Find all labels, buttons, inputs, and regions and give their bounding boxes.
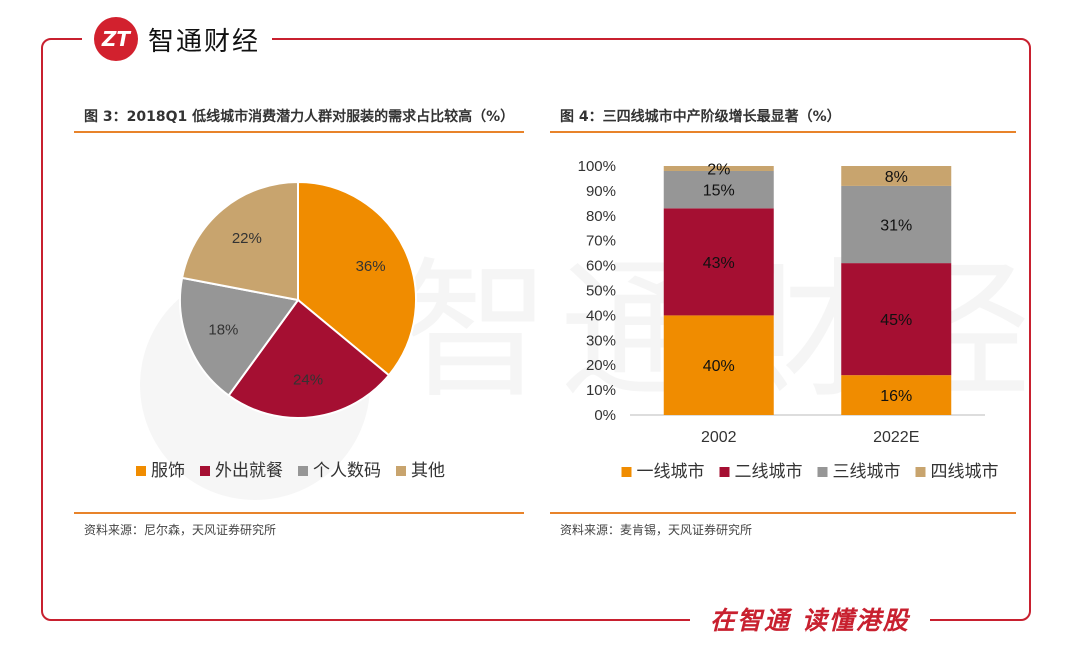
brand-logo-icon: ZT — [94, 17, 138, 61]
bar-legend-label-3: 三线城市 — [833, 462, 901, 481]
pie-slice-3 — [179, 276, 300, 397]
bar-data-label-2022E-1: 16% — [880, 388, 912, 405]
y-tick-label: 70% — [586, 233, 616, 250]
footer-slogan: 在智通 读懂港股 — [710, 606, 910, 635]
bar-legend-swatch-1 — [621, 467, 632, 477]
pie-chart-title: 图 3：2018Q1 低线城市消费潜力人群对服装的需求占比较高（%） — [84, 109, 515, 125]
pie-title-rule — [74, 131, 524, 133]
bar-data-label-2002-4: 2% — [707, 161, 730, 178]
pie-legend-label-1: 服饰 — [151, 461, 185, 480]
y-tick-label: 0% — [594, 407, 616, 424]
pie-legend-label-2: 外出就餐 — [215, 461, 283, 480]
pie-slice-2 — [227, 298, 391, 419]
pie-legend-swatch-3 — [298, 466, 308, 476]
pie-slice-4 — [180, 180, 299, 302]
brand-logo: ZT 智通财经 — [82, 14, 273, 64]
x-tick-label: 2002 — [701, 429, 737, 446]
y-tick-label: 40% — [586, 307, 616, 324]
bar-segment-2002-3 — [663, 170, 774, 209]
y-tick-label: 50% — [586, 283, 616, 300]
bar-segment-2002-4 — [663, 166, 774, 171]
bar-data-label-2002-1: 40% — [703, 358, 735, 375]
y-tick-label: 30% — [586, 332, 616, 349]
bar-segment-2022E-3 — [841, 185, 952, 264]
bar-source-rule — [550, 512, 1016, 514]
pie-slice-label-3: 18% — [208, 322, 238, 339]
bar-legend-label-1: 一线城市 — [637, 462, 705, 481]
pie-slice-1 — [297, 180, 417, 377]
bar-legend-label-4: 四线城市 — [931, 462, 999, 481]
bar-chart-title: 图 4：三四线城市中产阶级增长最显著（%） — [560, 109, 841, 125]
brand-name: 智通财经 — [148, 26, 261, 57]
bar-data-label-2022E-4: 8% — [885, 169, 908, 186]
pie-legend-swatch-2 — [200, 466, 210, 476]
y-tick-label: 80% — [586, 208, 616, 225]
pie-source-rule — [74, 512, 524, 514]
bar-legend-label-2: 二线城市 — [735, 462, 803, 481]
y-tick-label: 90% — [586, 183, 616, 200]
pie-legend-label-4: 其他 — [411, 461, 445, 480]
bar-legend-swatch-4 — [915, 467, 926, 477]
pie-legend-swatch-4 — [396, 466, 406, 476]
y-tick-label: 20% — [586, 357, 616, 374]
bar-data-label-2022E-2: 45% — [880, 312, 912, 329]
bar-segment-2002-1 — [663, 315, 774, 415]
y-tick-label: 60% — [586, 258, 616, 275]
bar-segment-2022E-2 — [841, 263, 952, 376]
y-tick-label: 100% — [578, 158, 616, 175]
x-tick-label: 2022E — [873, 429, 919, 446]
bar-legend-swatch-3 — [817, 467, 828, 477]
bar-segment-2022E-4 — [841, 166, 952, 186]
bar-data-label-2002-2: 43% — [703, 255, 735, 272]
bar-data-label-2022E-3: 31% — [880, 218, 912, 235]
bar-chart-source: 资料来源：麦肯锡，天风证券研究所 — [560, 523, 753, 537]
bar-title-rule — [550, 131, 1016, 133]
pie-legend-label-3: 个人数码 — [313, 461, 381, 480]
y-tick-label: 10% — [586, 382, 616, 399]
stacked-bar-chart: 0% 10% 20% 30% 40% 50% 60% 70% 80% 90% 100% 40% 43% 1… — [578, 158, 999, 481]
bar-data-label-2002-3: 15% — [703, 183, 735, 200]
content-frame — [41, 38, 1031, 621]
bar-segment-2002-2 — [663, 208, 774, 316]
pie-chart: 36% 24% 18% 22% 服饰 外出就餐 个人数码 其他 — [136, 180, 445, 480]
pie-slice-label-1: 36% — [356, 258, 386, 275]
pie-chart-source: 资料来源：尼尔森，天风证券研究所 — [84, 523, 277, 537]
footer-slogan-wrap: 在智通 读懂港股 — [690, 600, 930, 638]
pie-slice-label-4: 22% — [232, 230, 262, 247]
pie-legend-swatch-1 — [136, 466, 146, 476]
bar-segment-2022E-1 — [841, 375, 952, 415]
bar-legend-swatch-2 — [719, 467, 730, 477]
pie-slice-label-2: 24% — [293, 372, 323, 389]
